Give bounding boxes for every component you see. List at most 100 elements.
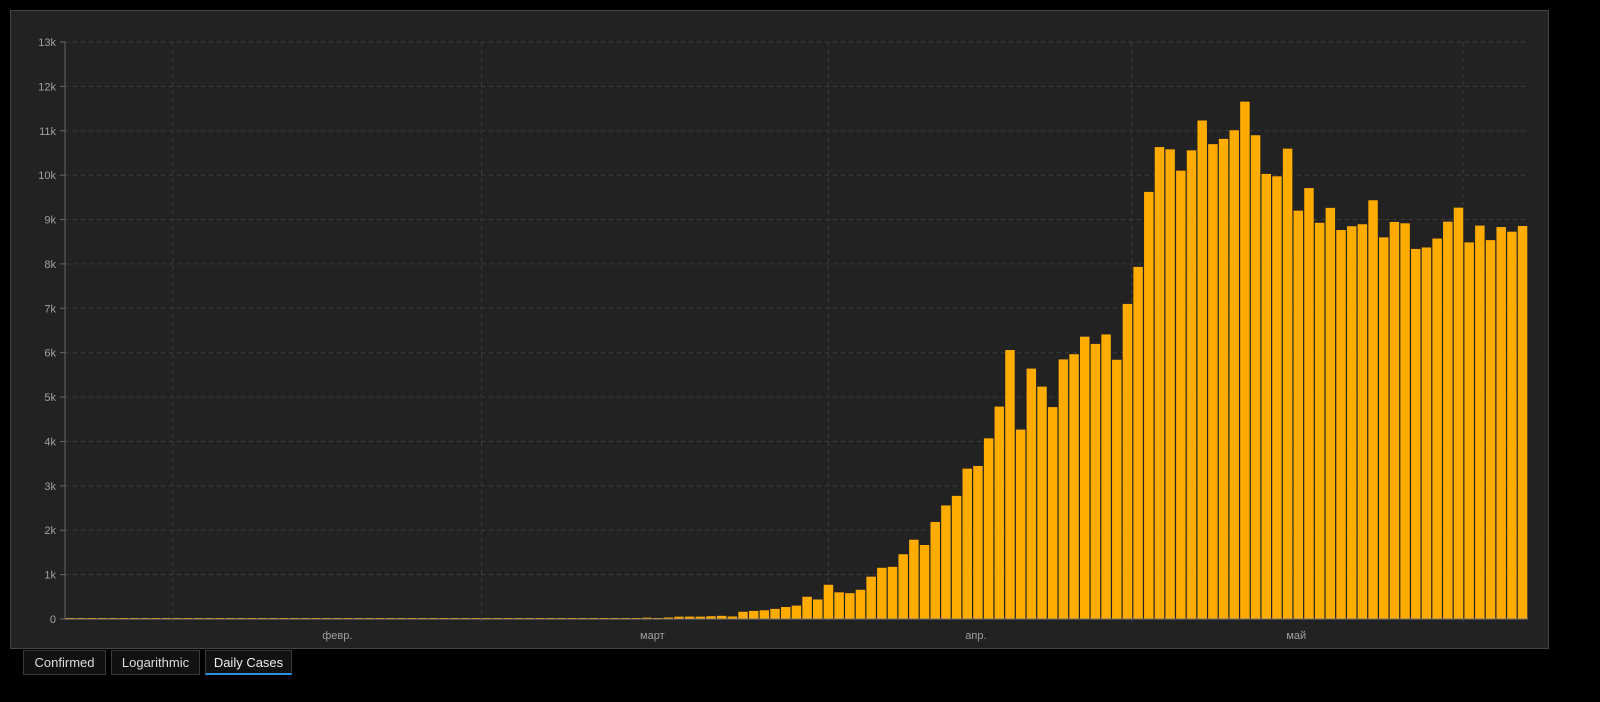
bar — [716, 615, 727, 619]
bar — [834, 592, 844, 619]
bar — [791, 605, 802, 619]
bar — [727, 616, 738, 619]
bar — [973, 465, 983, 619]
bar — [1507, 231, 1517, 620]
y-tick-label: 2k — [44, 525, 56, 537]
bar — [1005, 350, 1015, 619]
bar — [1485, 240, 1496, 619]
bar — [813, 599, 823, 619]
y-tick-label: 0 — [50, 614, 56, 626]
bar — [1165, 149, 1175, 619]
bar — [1069, 354, 1079, 619]
daily-cases-bar-chart: 0 1k 2k 3k 4k 5k 6k 7k 8k 9k 10k 11k 12k 13k февр. март… — [38, 37, 1528, 642]
y-tick-label: 4k — [44, 436, 56, 448]
bar — [1208, 144, 1218, 619]
bar — [1314, 222, 1325, 619]
bar — [1229, 130, 1239, 619]
bar — [1411, 248, 1421, 619]
bar — [1496, 227, 1506, 619]
bar — [1336, 230, 1346, 619]
bar — [930, 521, 940, 619]
bar — [1058, 359, 1069, 619]
y-tick-label: 13k — [38, 37, 56, 49]
bar — [695, 616, 706, 619]
bar — [1400, 223, 1410, 619]
bar — [706, 616, 716, 619]
bar — [1389, 221, 1400, 619]
bar — [887, 566, 898, 619]
bar — [1101, 334, 1111, 619]
y-tick-label: 6k — [44, 348, 56, 360]
x-tick-label: май — [1286, 630, 1306, 642]
bar — [663, 617, 673, 619]
y-tick-label: 5k — [44, 392, 56, 404]
y-tick-label: 10k — [38, 170, 56, 182]
y-tick-label: 12k — [38, 81, 56, 93]
bar — [941, 505, 951, 619]
bar — [1122, 303, 1133, 619]
bar — [1325, 207, 1336, 620]
bar — [1261, 173, 1272, 619]
bar — [1154, 147, 1165, 619]
y-tick-label: 9k — [44, 215, 56, 227]
bar — [1186, 150, 1197, 620]
bar — [951, 495, 962, 619]
bar — [866, 576, 876, 619]
bar — [1304, 188, 1314, 619]
y-tick-label: 8k — [44, 259, 56, 271]
bar — [1250, 135, 1261, 619]
x-tick-label: апр. — [965, 630, 986, 642]
bar — [642, 617, 652, 619]
bar — [1378, 237, 1389, 620]
chart-panel: 0 1k 2k 3k 4k 5k 6k 7k 8k 9k 10k 11k 12k 13k февр. март… — [10, 10, 1549, 649]
bar — [1293, 210, 1304, 619]
bar — [845, 593, 855, 619]
bar — [823, 584, 834, 619]
bar — [780, 607, 791, 619]
tab-daily-cases[interactable]: Daily Cases — [205, 650, 292, 675]
bar — [1026, 368, 1037, 619]
bar — [1421, 247, 1432, 619]
bar — [1079, 336, 1090, 619]
x-tick-label: февр. — [322, 630, 352, 642]
y-tick-label: 7k — [44, 303, 56, 315]
bar — [855, 589, 866, 619]
bar — [962, 468, 973, 619]
bar — [877, 567, 887, 619]
bar — [1475, 225, 1485, 620]
bar — [1517, 225, 1528, 619]
bar — [1015, 429, 1026, 619]
bar — [684, 616, 695, 619]
bar — [1272, 176, 1282, 619]
bar — [1047, 407, 1058, 619]
bar — [919, 545, 930, 619]
bar — [748, 610, 759, 619]
bar — [1176, 170, 1186, 619]
bar — [909, 539, 919, 619]
bar — [759, 610, 770, 619]
bar — [1464, 242, 1474, 619]
x-tick-label: март — [640, 630, 665, 642]
tab-logarithmic[interactable]: Logarithmic — [111, 650, 200, 675]
bar — [1453, 207, 1464, 620]
bar — [1240, 101, 1250, 619]
y-tick-label: 11k — [39, 126, 56, 138]
y-tick-label: 3k — [44, 481, 56, 493]
bar — [1037, 386, 1047, 619]
bar — [1090, 343, 1101, 619]
bar — [1112, 359, 1122, 619]
bar — [994, 406, 1005, 619]
bar — [770, 608, 780, 619]
bar — [1443, 221, 1453, 619]
bar — [983, 438, 994, 619]
bar — [1282, 148, 1293, 619]
bar — [1197, 120, 1207, 619]
bar — [1218, 138, 1229, 620]
bar — [1357, 224, 1368, 619]
bar — [802, 596, 812, 619]
bar — [1346, 226, 1357, 619]
bar — [898, 554, 908, 619]
bar — [1432, 238, 1442, 619]
bar — [1368, 200, 1378, 619]
tab-confirmed[interactable]: Confirmed — [23, 650, 106, 675]
